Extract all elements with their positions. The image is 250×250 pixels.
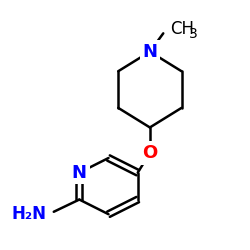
Text: O: O — [142, 144, 158, 162]
Text: H: H — [32, 205, 46, 223]
Text: CH: CH — [170, 20, 194, 38]
Text: H₂N: H₂N — [12, 205, 46, 223]
Text: N: N — [142, 43, 158, 61]
Text: 3: 3 — [189, 26, 198, 40]
Text: N: N — [72, 164, 87, 182]
